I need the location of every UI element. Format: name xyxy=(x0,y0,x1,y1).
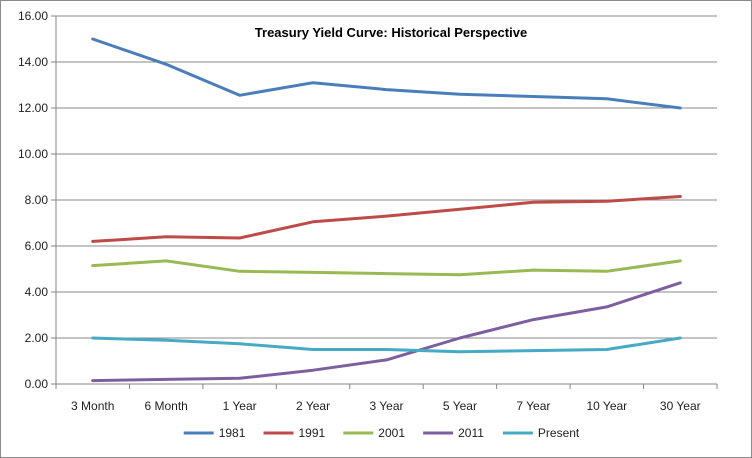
y-tick-label: 10.00 xyxy=(18,147,48,161)
x-tick-label: 1 Year xyxy=(223,399,257,413)
x-tick-label: 5 Year xyxy=(443,399,477,413)
legend-label-2001: 2001 xyxy=(378,426,405,440)
y-tick-label: 14.00 xyxy=(18,55,48,69)
x-tick-label: 10 Year xyxy=(586,399,627,413)
y-tick-label: 0.00 xyxy=(25,377,49,391)
y-tick-label: 16.00 xyxy=(18,9,48,23)
x-tick-label: 2 Year xyxy=(296,399,330,413)
series-line-2011 xyxy=(91,281,682,383)
legend-label-1991: 1991 xyxy=(299,426,326,440)
x-tick-label: 6 Month xyxy=(144,399,187,413)
y-tick-label: 12.00 xyxy=(18,101,48,115)
x-tick-label: 3 Month xyxy=(71,399,114,413)
x-tick-label: 30 Year xyxy=(660,399,701,413)
chart-title: Treasury Yield Curve: Historical Perspec… xyxy=(255,25,527,40)
x-tick-label: 7 Year xyxy=(516,399,550,413)
legend-label-present: Present xyxy=(538,426,580,440)
grid-lines xyxy=(56,15,717,339)
y-tick-label: 4.00 xyxy=(25,285,49,299)
x-tick-label: 3 Year xyxy=(369,399,403,413)
series-lines xyxy=(91,37,682,383)
axes: 0.00 2.00 4.00 6.00 8.00 10.00 12.00 14.00 16.00… xyxy=(18,9,718,413)
legend-label-1981: 1981 xyxy=(219,426,246,440)
series-line-2001 xyxy=(91,259,682,277)
legend-label-2011: 2011 xyxy=(458,426,484,440)
y-tick-label: 8.00 xyxy=(25,193,49,207)
series-line-1981 xyxy=(91,37,682,110)
legend: 1981 1991 2001 2011 Present xyxy=(183,426,580,440)
y-tick-label: 2.00 xyxy=(25,331,49,345)
series-line-present xyxy=(91,336,682,354)
series-line-1991 xyxy=(91,195,682,243)
y-tick-label: 6.00 xyxy=(25,239,49,253)
